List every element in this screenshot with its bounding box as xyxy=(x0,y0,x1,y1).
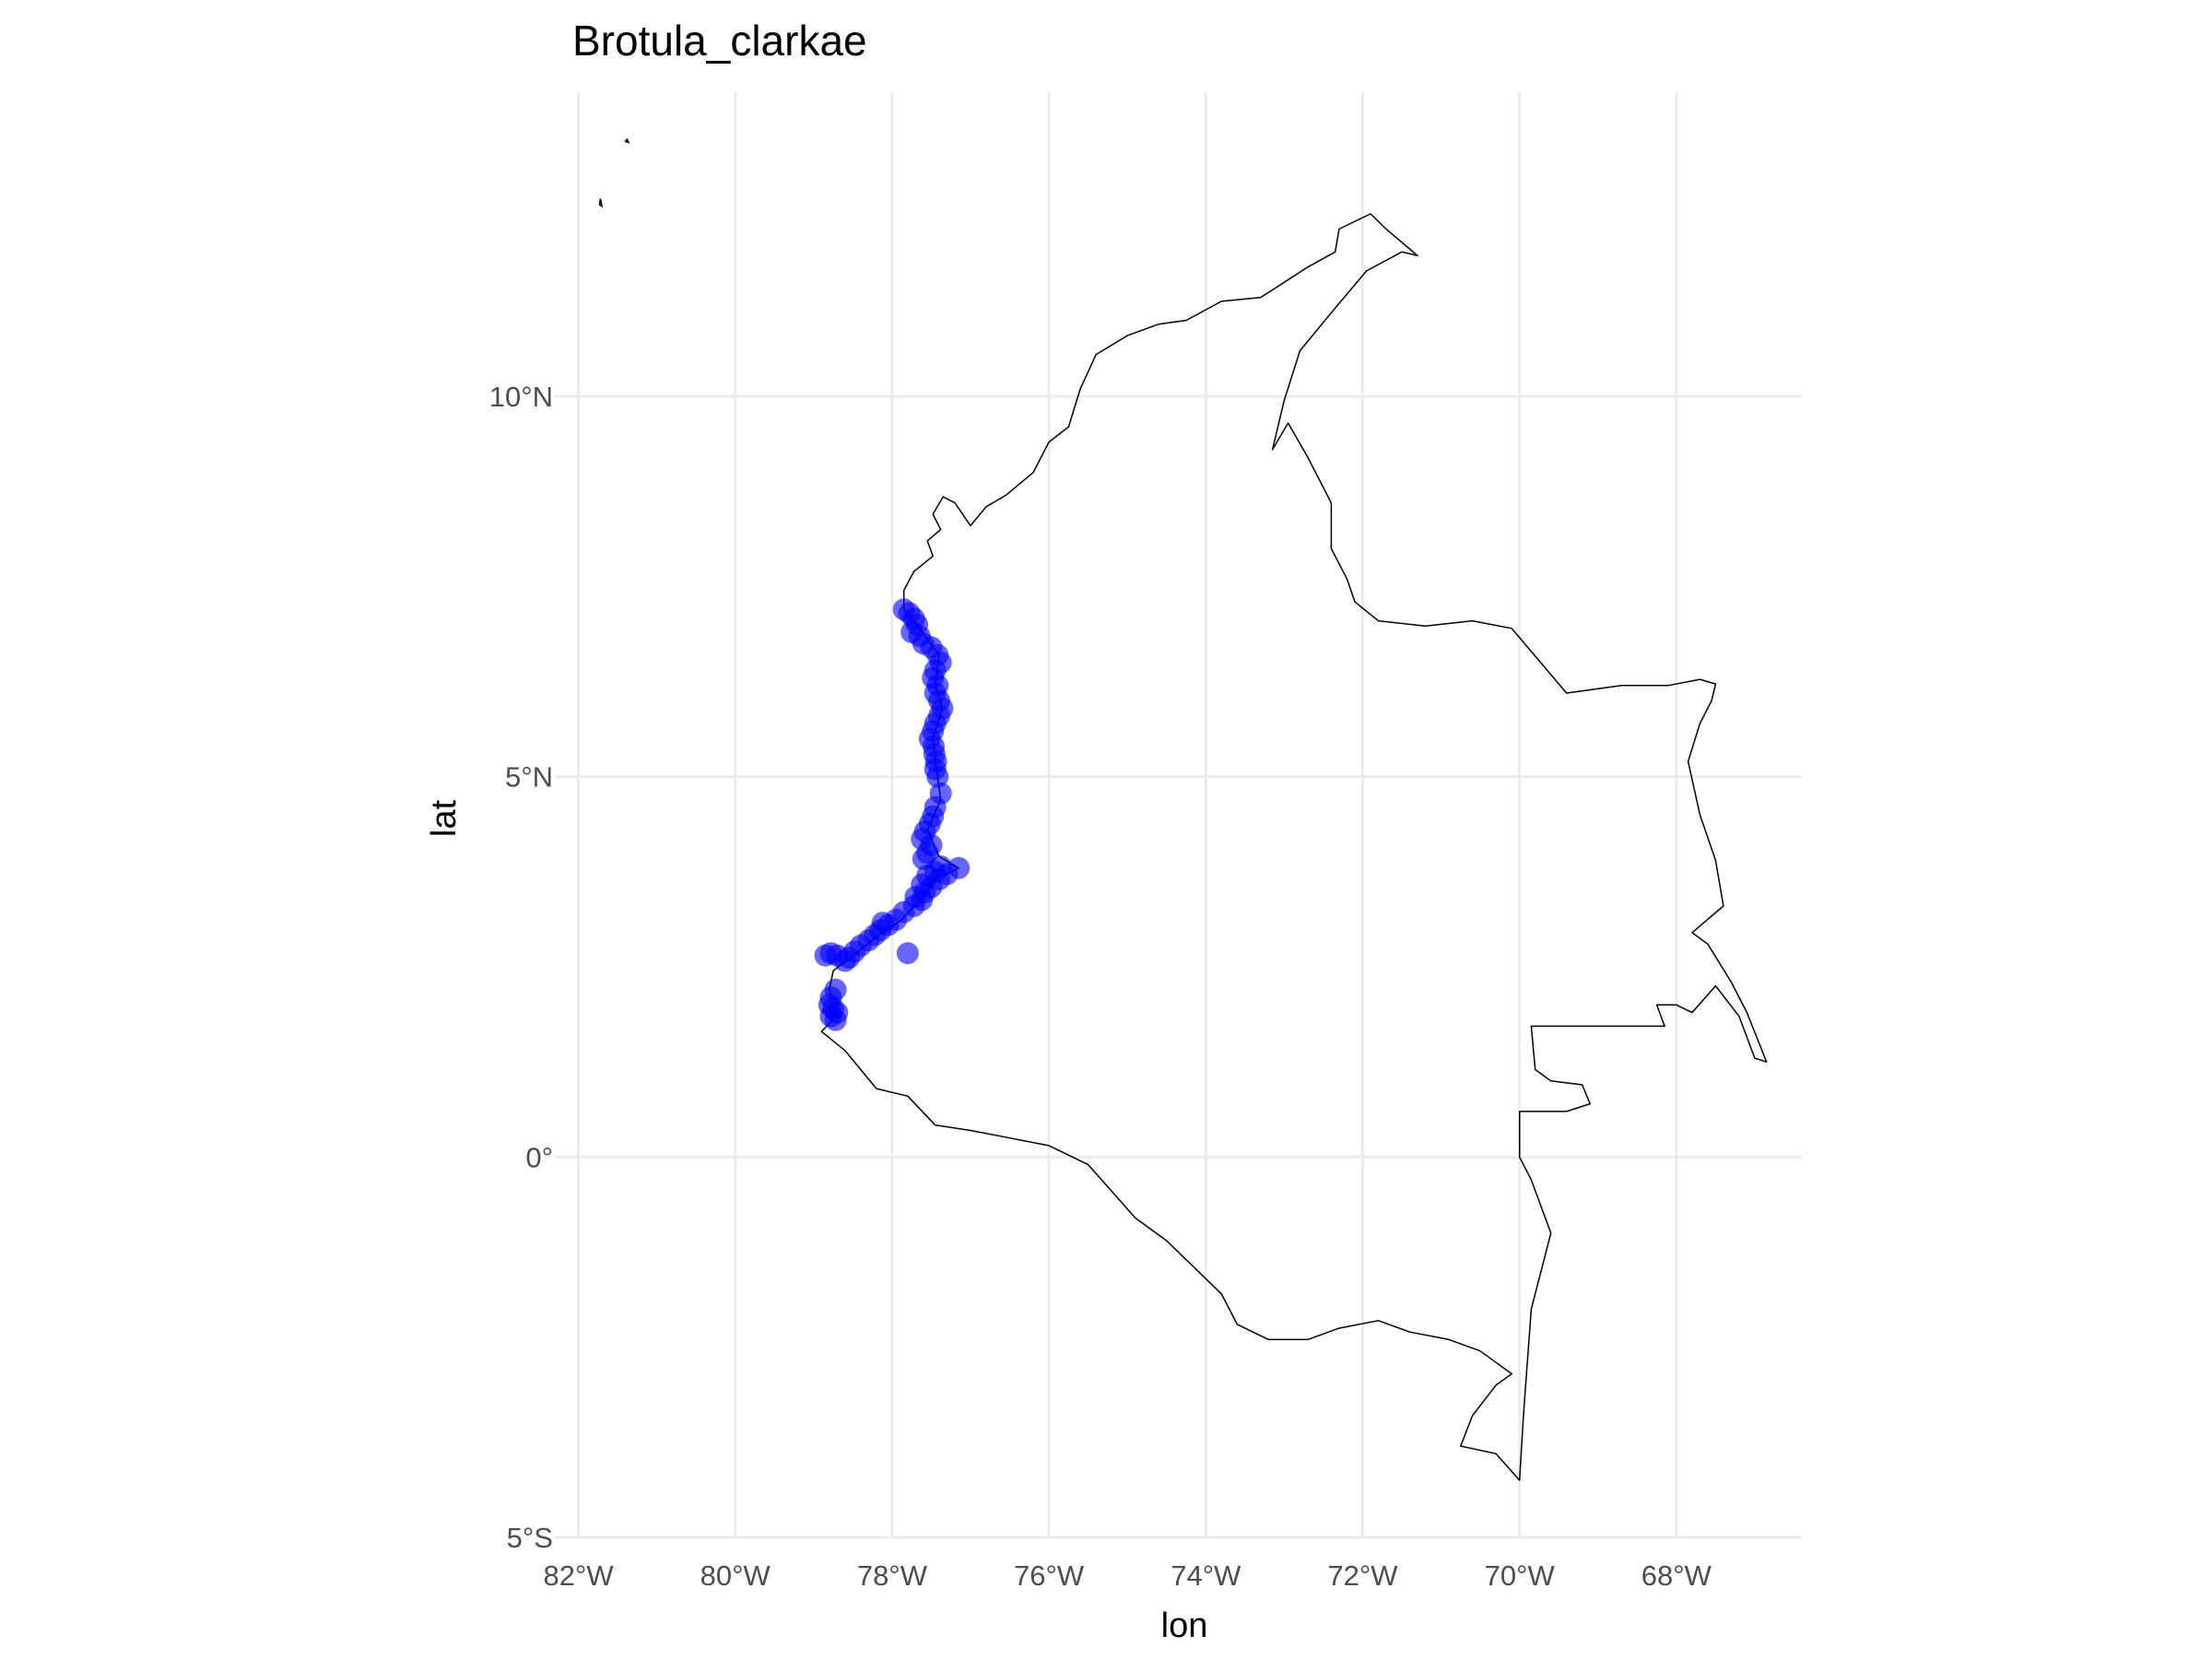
occurrence-points xyxy=(814,598,971,1031)
colombia-outline xyxy=(598,137,1768,1481)
x-tick-label: 78°W xyxy=(857,1559,928,1592)
x-tick-label: 72°W xyxy=(1327,1559,1398,1592)
gridlines xyxy=(555,92,1802,1539)
y-tick-label: 5°S xyxy=(507,1522,553,1554)
y-tick-label: 10°N xyxy=(489,381,553,413)
y-tick-label: 0° xyxy=(525,1141,553,1173)
occurrence-point xyxy=(896,942,919,965)
y-axis-tick-labels: 5°S 0° 5°N 10°N xyxy=(489,381,553,1554)
island-outline xyxy=(598,198,604,208)
occurrence-point xyxy=(824,1008,847,1031)
chart-title: Brotula_clarkae xyxy=(572,17,867,65)
y-tick-label: 5°N xyxy=(505,761,553,794)
occurrence-point xyxy=(814,944,837,967)
x-tick-label: 74°W xyxy=(1171,1559,1241,1592)
x-tick-label: 76°W xyxy=(1014,1559,1085,1592)
x-axis-tick-labels: 82°W 80°W 78°W 76°W 74°W 72°W 70°W 68°W xyxy=(543,1559,1712,1592)
x-axis-title: lon xyxy=(1161,1606,1208,1645)
x-tick-label: 68°W xyxy=(1641,1559,1712,1592)
x-tick-label: 80°W xyxy=(700,1559,771,1592)
x-tick-label: 70°W xyxy=(1485,1559,1556,1592)
y-axis-title: lat xyxy=(425,799,464,837)
occurrence-point xyxy=(926,765,949,788)
x-tick-label: 82°W xyxy=(543,1559,614,1592)
island-outline xyxy=(624,137,630,144)
colombia-border-path xyxy=(820,213,1768,1481)
